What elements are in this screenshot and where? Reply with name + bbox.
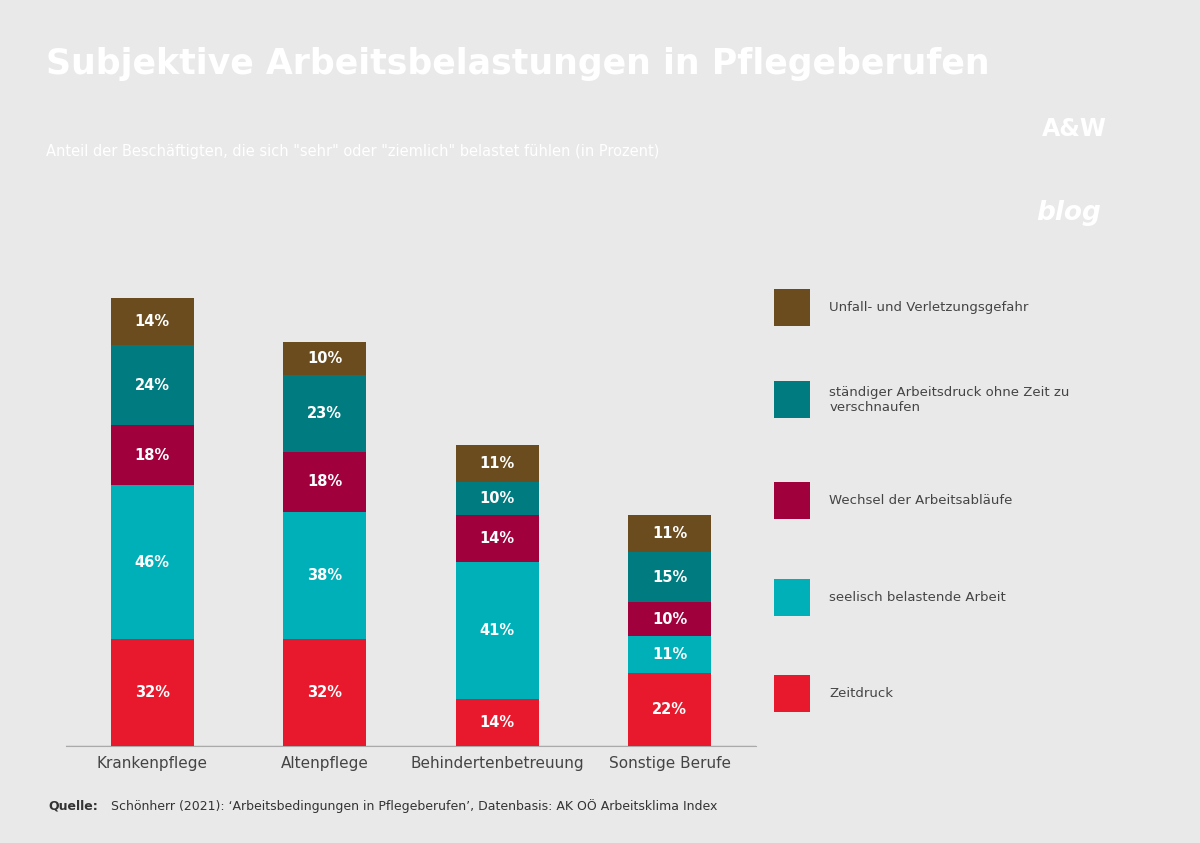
Text: 10%: 10% <box>480 491 515 506</box>
FancyBboxPatch shape <box>774 381 810 418</box>
Text: Wechsel der Arbeitsabläufe: Wechsel der Arbeitsabläufe <box>829 494 1013 507</box>
Text: Unfall- und Verletzungsgefahr: Unfall- und Verletzungsgefahr <box>829 301 1028 314</box>
Bar <box>110 345 193 425</box>
Text: Quelle:: Quelle: <box>48 800 97 813</box>
Text: 18%: 18% <box>307 475 342 490</box>
FancyBboxPatch shape <box>774 579 810 615</box>
Bar <box>629 552 712 602</box>
Text: ständiger Arbeitsdruck ohne Zeit zu
verschnaufen: ständiger Arbeitsdruck ohne Zeit zu vers… <box>829 386 1070 414</box>
Text: 32%: 32% <box>134 685 169 700</box>
Text: 18%: 18% <box>134 448 170 463</box>
FancyBboxPatch shape <box>774 482 810 519</box>
FancyBboxPatch shape <box>774 289 810 326</box>
Bar <box>629 673 712 746</box>
Text: Zeitdruck: Zeitdruck <box>829 687 894 701</box>
Bar <box>283 375 366 452</box>
Text: blog: blog <box>1036 200 1102 226</box>
Bar <box>456 515 539 562</box>
Text: 11%: 11% <box>480 456 515 471</box>
Text: Subjektive Arbeitsbelastungen in Pflegeberufen: Subjektive Arbeitsbelastungen in Pflegeb… <box>46 47 989 81</box>
Text: 23%: 23% <box>307 406 342 421</box>
Bar <box>456 445 539 482</box>
Text: 14%: 14% <box>480 715 515 730</box>
Bar <box>110 298 193 345</box>
Bar <box>456 699 539 746</box>
Bar <box>629 636 712 673</box>
Text: 14%: 14% <box>480 531 515 546</box>
Polygon shape <box>936 150 1200 215</box>
FancyBboxPatch shape <box>774 675 810 712</box>
Text: Schönherr (2021): ‘Arbeitsbedingungen in Pflegeberufen’, Datenbasis: AK OÖ Arbei: Schönherr (2021): ‘Arbeitsbedingungen in… <box>107 799 718 813</box>
Text: 41%: 41% <box>480 623 515 638</box>
Text: 38%: 38% <box>307 568 342 583</box>
Text: 22%: 22% <box>653 701 688 717</box>
Bar <box>629 602 712 636</box>
Text: 10%: 10% <box>307 351 342 366</box>
Text: seelisch belastende Arbeit: seelisch belastende Arbeit <box>829 591 1006 604</box>
Text: 15%: 15% <box>652 570 688 585</box>
Bar <box>629 515 712 552</box>
Text: 10%: 10% <box>652 611 688 626</box>
Bar <box>283 512 366 639</box>
Text: 46%: 46% <box>134 555 169 570</box>
Text: Anteil der Beschäftigten, die sich "sehr" oder "ziemlich" belastet fühlen (in Pr: Anteil der Beschäftigten, die sich "sehr… <box>46 144 659 159</box>
Text: 11%: 11% <box>652 526 688 541</box>
Text: 14%: 14% <box>134 314 170 329</box>
Text: 32%: 32% <box>307 685 342 700</box>
Bar <box>283 341 366 375</box>
Text: 11%: 11% <box>652 647 688 662</box>
Bar <box>110 486 193 639</box>
Bar <box>456 562 539 699</box>
Bar <box>110 425 193 486</box>
Text: 24%: 24% <box>134 378 169 393</box>
Bar <box>456 482 539 515</box>
Bar <box>110 639 193 746</box>
Bar <box>283 639 366 746</box>
Bar <box>283 452 366 512</box>
Text: A&W: A&W <box>1042 116 1108 141</box>
